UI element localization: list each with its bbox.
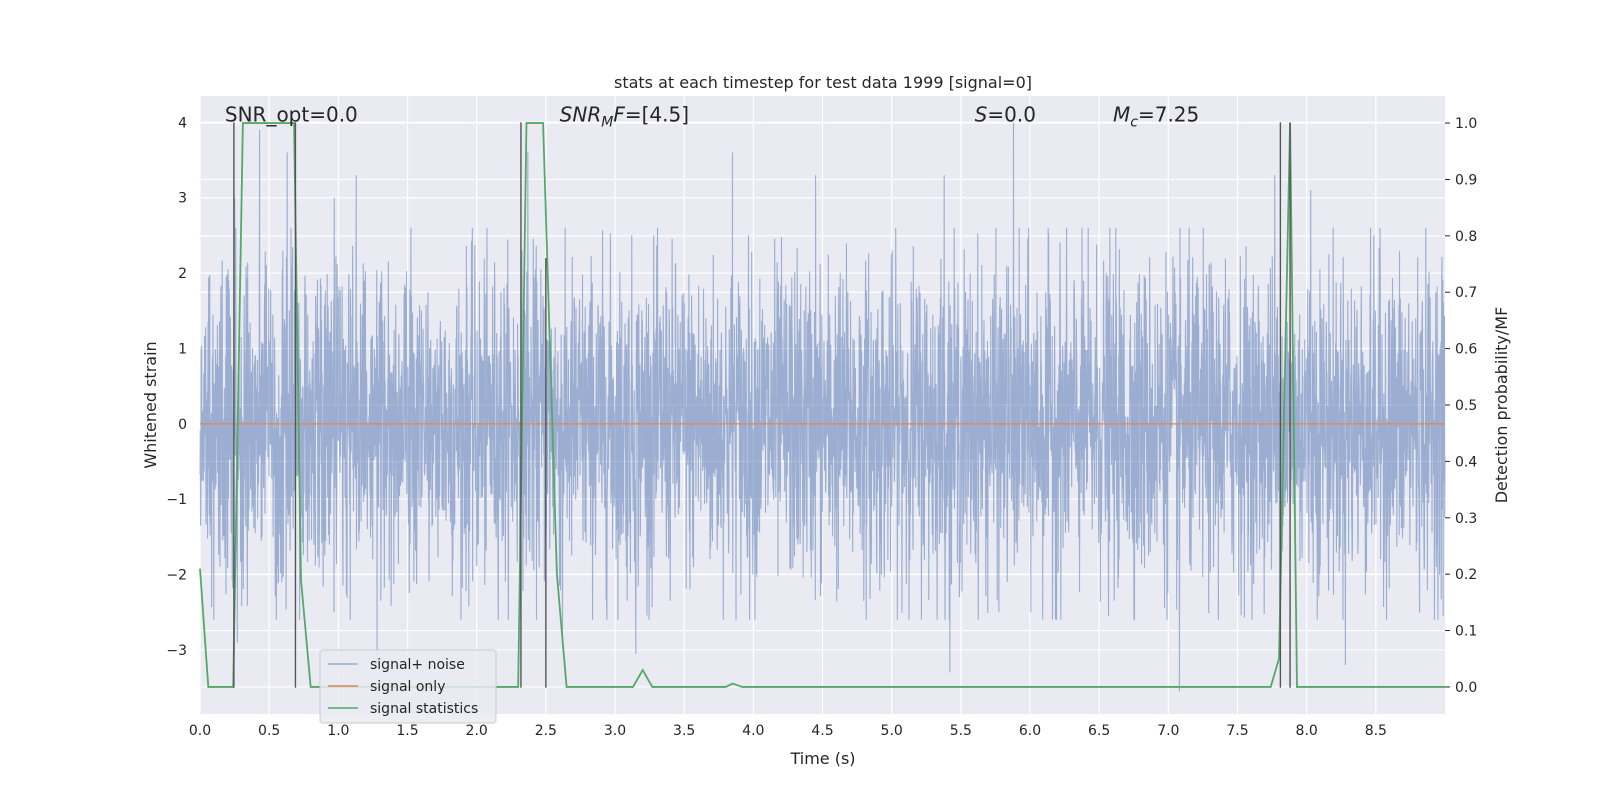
annotation-0: SNR_opt=0.0 [225,102,358,126]
x-tick-label: 3.5 [673,723,695,739]
x-tick-label: 4.0 [742,723,764,739]
y-right-tick-label: 0.5 [1455,398,1477,414]
y-right-tick-label: 0.8 [1455,229,1477,245]
x-tick-label: 8.0 [1296,723,1318,739]
legend: signal+ noise signal only signal statist… [319,649,497,724]
annotation-3: Mc=7.25 [1113,102,1199,130]
y-tick-label: 0 [178,417,187,433]
x-tick-label: 8.5 [1365,723,1387,739]
y-tick-label: −1 [166,492,187,508]
x-tick-label: 7.0 [1157,723,1179,739]
y-tick-label: 2 [178,266,187,282]
x-tick-label: 1.0 [327,723,349,739]
legend-label-signal-statistics: signal statistics [370,701,478,717]
x-tick-label: 0.0 [189,723,211,739]
x-tick-label: 0.5 [258,723,280,739]
event-marker-layer [233,122,1291,688]
x-axis-label: Time (s) [789,749,855,768]
y-right-tick-label: 0.0 [1455,680,1477,696]
y-right-tick-label: 0.3 [1455,511,1477,527]
ticks-layer: 0.0 0.5 1.0 1.5 2.0 2.5 3.0 3.5 4.0 4.5 5.0 5.5 6.0 6… [166,115,1477,739]
x-tick-label: 3.0 [604,723,626,739]
x-tick-label: 2.5 [535,723,557,739]
x-tick-label: 7.5 [1226,723,1248,739]
y-right-tick-label: 0.2 [1455,567,1477,583]
y-tick-label: 3 [178,191,187,207]
x-tick-label: 6.0 [1019,723,1041,739]
y-tick-label: −2 [166,568,187,584]
x-tick-label: 5.5 [950,723,972,739]
y-tick-label: −3 [166,643,187,659]
y-right-tick-label: 0.1 [1455,624,1477,640]
annotation-layer: SNR_opt=0.0 SNRMF=[4.5] S=0.0 Mc=7.25 [225,102,1199,130]
y-right-tick-label: 0.7 [1455,285,1477,301]
legend-label-signal-only: signal only [370,679,445,695]
x-tick-label: 4.5 [811,723,833,739]
chart-title: stats at each timestep for test data 199… [614,73,1032,92]
annotation-1: SNRMF=[4.5] [560,102,689,130]
y-axis-label: Whitened strain [141,341,160,468]
y-right-tick-label: 1.0 [1455,116,1477,132]
annotation-2: S=0.0 [975,102,1036,126]
y-right-tick-label: 0.4 [1455,454,1477,470]
x-tick-label: 5.0 [881,723,903,739]
y-right-tick-label: 0.9 [1455,172,1477,188]
y-right-tick-label: 0.6 [1455,342,1477,358]
legend-box [319,649,497,724]
y-tick-label: 1 [178,341,187,357]
x-tick-label: 1.5 [396,723,418,739]
legend-label-noise: signal+ noise [370,657,465,673]
x-tick-label: 6.5 [1088,723,1110,739]
y-tick-label: 4 [178,115,187,131]
y-axis-right-label: Detection probability/MF [1492,307,1511,504]
x-tick-label: 2.0 [466,723,488,739]
